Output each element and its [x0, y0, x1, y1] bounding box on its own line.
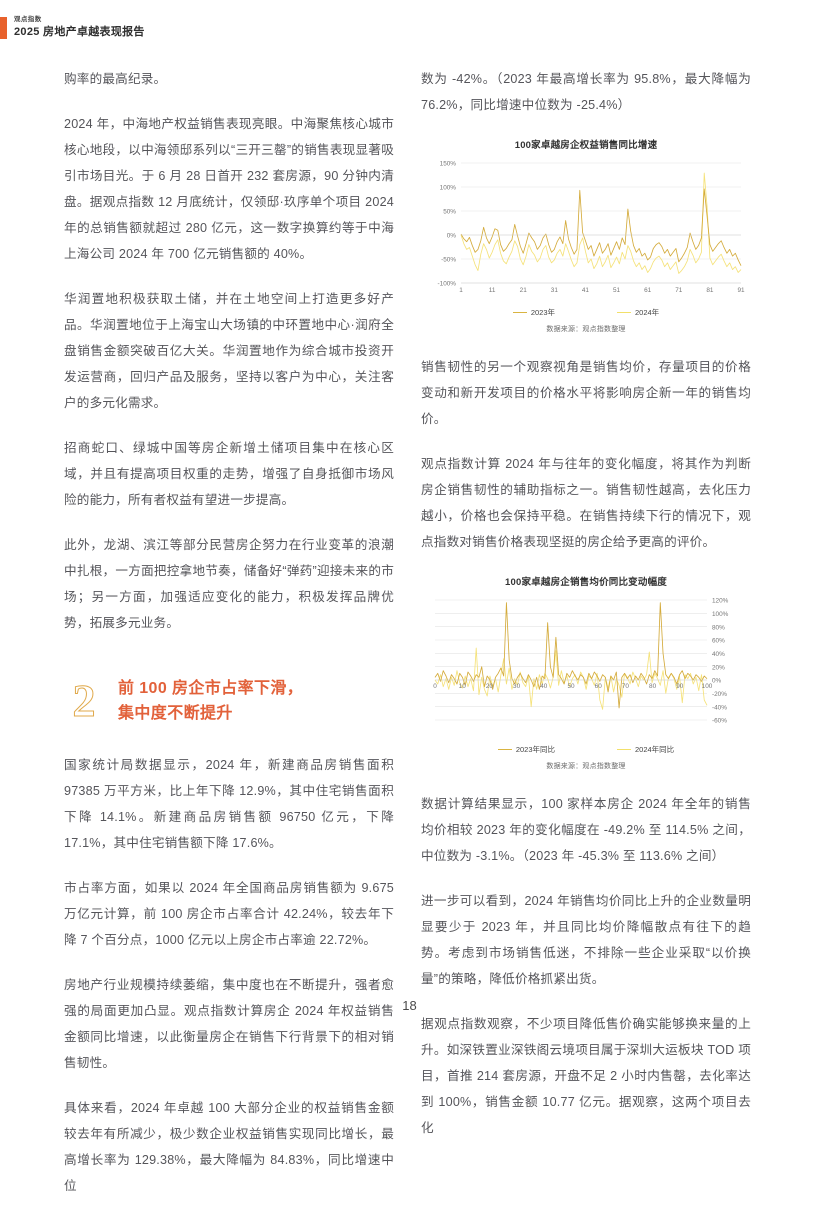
paragraph: 此外，龙湖、滨江等部分民营房企努力在行业变革的浪潮中扎根，一方面把控拿地节奏，储… — [64, 538, 394, 630]
legend-label: 2024年 — [635, 308, 660, 317]
svg-text:-40%: -40% — [712, 704, 727, 711]
section-heading: 2 前 100 房企市占率下滑， 集中度不断提升 — [64, 676, 394, 726]
paragraph: 国家统计局数据显示，2024 年，新建商品房销售面积 97385 万平方米，比上… — [64, 758, 394, 850]
legend-swatch-icon — [512, 312, 527, 313]
svg-text:21: 21 — [520, 287, 528, 294]
right-column: 数为 -42%。（2023 年最高增长率为 95.8%，最大降幅为 76.2%，… — [421, 66, 751, 1160]
svg-text:80: 80 — [649, 683, 657, 690]
svg-text:50%: 50% — [443, 209, 456, 216]
paragraph: 销售韧性的另一个观察视角是销售均价，存量项目的价格变动和新开发项目的价格水平将影… — [421, 360, 751, 426]
section-title-line-2: 集中度不断提升 — [118, 705, 233, 722]
svg-text:41: 41 — [582, 287, 590, 294]
chart-legend: 2023年同比 2024年同比 — [421, 744, 751, 755]
svg-text:90: 90 — [676, 683, 684, 690]
legend-item: 2023年 — [512, 307, 555, 318]
chart-legend: 2023年 2024年 — [421, 307, 751, 318]
line-chart-canvas: 120% 100% 80% 60% 40% 20% 0% -20% -40% -60% 0 10 20 3… — [433, 598, 729, 725]
svg-text:70: 70 — [622, 683, 630, 690]
svg-text:150%: 150% — [440, 161, 457, 168]
svg-text:1: 1 — [459, 287, 463, 294]
page-header: 观点指数 2025 房地产卓越表现报告 — [0, 0, 819, 52]
svg-text:10: 10 — [459, 683, 467, 690]
svg-text:61: 61 — [644, 287, 652, 294]
legend-item: 2024年同比 — [617, 744, 674, 755]
svg-text:80%: 80% — [712, 624, 725, 631]
svg-text:81: 81 — [706, 287, 714, 294]
header-accent-bar — [0, 17, 7, 39]
svg-text:50: 50 — [567, 683, 575, 690]
paragraph: 市占率方面，如果以 2024 年全国商品房销售额为 9.675 万亿元计算，前 … — [64, 881, 394, 947]
svg-text:100%: 100% — [712, 611, 729, 618]
svg-text:40%: 40% — [712, 651, 725, 658]
svg-text:60%: 60% — [712, 638, 725, 645]
chart-source-note: 数据来源：观点指数整理 — [546, 763, 626, 770]
svg-text:20%: 20% — [712, 664, 725, 671]
svg-text:60: 60 — [595, 683, 603, 690]
legend-swatch-icon — [617, 749, 631, 750]
svg-text:31: 31 — [551, 287, 559, 294]
svg-text:91: 91 — [737, 287, 745, 294]
svg-text:0%: 0% — [712, 678, 722, 685]
chart-plot-area: 120% 100% 80% 60% 40% 20% 0% -20% -40% -60% 0 10 20 3… — [421, 592, 751, 742]
paragraph: 进一步可以看到，2024 年销售均价同比上升的企业数量明显要少于 2023 年，… — [421, 894, 751, 986]
header-brand: 观点指数 2025 房地产卓越表现报告 — [14, 16, 145, 39]
paragraph: 华润置地积极获取土储，并在土地空间上打造更多好产品。华润置地位于上海宝山大场镇的… — [64, 292, 394, 410]
paragraph: 招商蛇口、绿城中国等房企新增土储项目集中在核心区域，并且有提高项目权重的走势，增… — [64, 441, 394, 507]
paragraph: 购率的最高纪录。 — [64, 72, 167, 86]
svg-text:20: 20 — [486, 683, 494, 690]
line-chart-canvas: 150%100%50%0%-50%-100%1 11 21 31 41 51 61 71 81 9… — [438, 161, 745, 294]
svg-text:40: 40 — [540, 683, 548, 690]
legend-label: 2023年同比 — [515, 745, 555, 754]
chart-title: 100家卓越房企销售均价同比变动幅度 — [505, 577, 667, 588]
svg-text:71: 71 — [675, 287, 683, 294]
paragraph: 数据计算结果显示，100 家样本房企 2024 年全年的销售均价相较 2023 … — [421, 797, 751, 863]
figure-avg-price-change: 100家卓越房企销售均价同比变动幅度 120% 100% 80% 60% 40% 20% 0… — [421, 574, 751, 771]
page-number: 18 — [402, 998, 417, 1013]
svg-text:11: 11 — [489, 287, 496, 294]
svg-text:-100%: -100% — [438, 281, 457, 288]
paragraph: 观点指数计算 2024 年与往年的变化幅度，将其作为判断房企销售韧性的辅助指标之… — [421, 457, 751, 549]
svg-text:-20%: -20% — [712, 691, 727, 698]
brand-title: 2025 房地产卓越表现报告 — [14, 26, 145, 38]
svg-text:100: 100 — [702, 683, 713, 690]
left-column: 购率的最高纪录。 2024 年，中海地产权益销售表现亮眼。中海聚焦核心城市核心地… — [64, 66, 394, 1218]
legend-swatch-icon — [497, 749, 512, 750]
svg-text:-60%: -60% — [712, 718, 727, 725]
chart-title: 100家卓越房企权益销售同比增速 — [514, 140, 658, 151]
svg-text:30: 30 — [513, 683, 521, 690]
legend-label: 2024年同比 — [635, 745, 675, 754]
figure-equity-sales-growth: 100家卓越房企权益销售同比增速 150% 100% 50% 0% -50% -100% 1… — [421, 137, 751, 334]
paragraph: 数为 -42%。（2023 年最高增长率为 95.8%，最大降幅为 76.2%，… — [421, 72, 751, 112]
section-title-line-1: 前 100 房企市占率下滑， — [118, 680, 304, 697]
legend-item: 2024年 — [617, 307, 659, 318]
svg-text:120%: 120% — [712, 598, 729, 605]
svg-text:100%: 100% — [440, 185, 457, 192]
paragraph: 具体来看，2024 年卓越 100 大部分企业的权益销售金额较去年有所减少，极少… — [64, 1101, 394, 1193]
legend-swatch-icon — [617, 312, 631, 313]
chart-source-note: 数据来源：观点指数整理 — [546, 326, 626, 333]
svg-text:0: 0 — [433, 683, 437, 690]
svg-text:-50%: -50% — [441, 257, 456, 264]
legend-item: 2023年同比 — [497, 744, 555, 755]
svg-text:51: 51 — [613, 287, 621, 294]
section-number: 2 — [72, 675, 96, 726]
chart-plot-area: 150% 100% 50% 0% -50% -100% 1 11 21 31 41 51 61 71 81 9… — [421, 155, 751, 305]
brand-subtitle: 观点指数 — [14, 16, 42, 23]
paragraph: 据观点指数观察，不少项目降低售价确实能够换来量的上升。如深铁置业深铁阁云境项目属… — [421, 1017, 751, 1135]
section-title: 前 100 房企市占率下滑， 集中度不断提升 — [118, 676, 303, 726]
paragraph: 2024 年，中海地产权益销售表现亮眼。中海聚焦核心城市核心地段，以中海领邸系列… — [64, 117, 394, 261]
legend-label: 2023年 — [530, 308, 555, 317]
paragraph: 房地产行业规模持续萎缩，集中度也在不断提升，强者愈强的局面更加凸显。观点指数计算… — [64, 978, 394, 1070]
svg-text:0%: 0% — [447, 233, 457, 240]
